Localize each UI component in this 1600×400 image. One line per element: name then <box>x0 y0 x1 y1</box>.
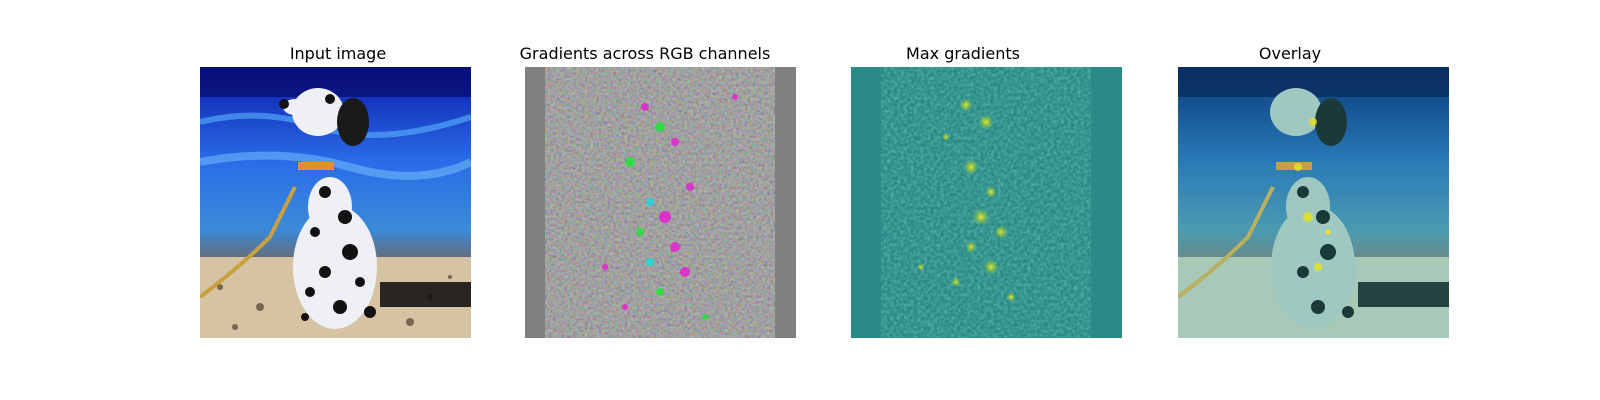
input-image <box>200 67 471 338</box>
panel-title-max-gradients: Max gradients <box>906 44 1020 63</box>
overlay-image <box>1178 67 1449 338</box>
panel-title-input: Input image <box>289 44 387 63</box>
panel-title-rgb-gradients: Gradients across RGB channels <box>519 44 771 63</box>
panel-title-overlay: Overlay <box>1258 44 1322 63</box>
max-gradients-image <box>851 67 1122 338</box>
rgb-gradients-image <box>525 67 796 338</box>
